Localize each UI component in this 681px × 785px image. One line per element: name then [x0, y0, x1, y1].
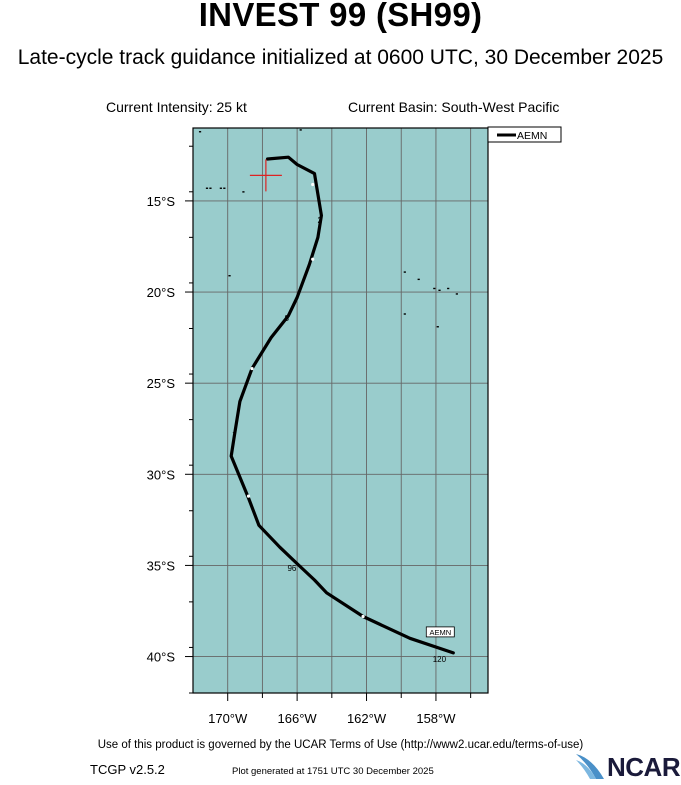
island: [403, 271, 406, 273]
ncar-logo: NCAR: [574, 752, 681, 782]
track-end-label-text: AEMN: [429, 628, 451, 637]
axis-ticks: 15°S 20°S 25°S 30°S 35°S 40°S 170°W 166°W 162°W 1…: [147, 145, 472, 726]
lat-tick-label: 35°S: [147, 558, 176, 573]
grid-lines: [193, 128, 488, 693]
track-line-aemn: [229, 155, 455, 655]
island: [455, 293, 458, 295]
legend-label: AEMN: [517, 130, 547, 142]
track-hour-label: 8: [284, 314, 289, 323]
track-day-marker: [250, 366, 254, 371]
ocean-area: [193, 128, 488, 693]
track-end-label: AEMN: [425, 626, 455, 638]
island: [209, 187, 212, 189]
track-day-marker: [246, 494, 251, 498]
ncar-swoosh-icon: [576, 754, 604, 779]
current-position-marker: [249, 159, 282, 192]
lat-tick-label: 25°S: [147, 376, 176, 391]
lon-tick-label: 166°W: [278, 711, 318, 726]
track-hour-label: 96: [287, 564, 296, 573]
island: [223, 187, 226, 189]
island: [447, 287, 450, 290]
current-intensity: Current Intensity: 25 kt: [106, 99, 247, 115]
track-hour-label: 7: [232, 431, 237, 440]
island: [403, 313, 406, 315]
map-subtitle: Late-cycle track guidance initialized at…: [17, 46, 664, 69]
island: [436, 326, 439, 328]
version-label: TCGP v2.5.2: [90, 762, 165, 777]
track-day-marker: [311, 257, 315, 261]
island: [417, 278, 420, 281]
island: [433, 287, 436, 290]
current-basin: Current Basin: South-West Pacific: [348, 99, 560, 115]
lon-tick-label: 158°W: [416, 711, 456, 726]
island: [205, 187, 209, 189]
track-hour-label: 120: [433, 655, 447, 664]
ncar-logo-text: NCAR: [607, 752, 681, 782]
island: [242, 191, 245, 193]
track-day-marker: [361, 614, 365, 619]
island: [299, 129, 302, 131]
island: [198, 131, 202, 133]
lon-tick-label: 170°W: [208, 711, 248, 726]
track-day-marker: [311, 182, 315, 187]
lat-tick-label: 15°S: [147, 194, 176, 209]
legend: AEMN: [487, 126, 562, 143]
generated-timestamp: Plot generated at 1751 UTC 30 December 2…: [232, 766, 434, 777]
lat-tick-label: 20°S: [147, 285, 176, 300]
track-layer: 2 8 7 96 120 AEMN: [229, 155, 455, 664]
map-frame: [192, 127, 489, 694]
map-title: INVEST 99 (SH99): [198, 0, 483, 33]
lat-tick-label: 30°S: [147, 467, 176, 482]
lat-tick-label: 40°S: [147, 650, 176, 665]
islands: [198, 129, 458, 328]
island: [228, 275, 231, 277]
island: [219, 187, 222, 189]
terms-of-use: Use of this product is governed by the U…: [97, 739, 584, 751]
lon-tick-label: 162°W: [347, 711, 387, 726]
island: [438, 289, 441, 292]
track-hour-label: 2: [317, 216, 322, 225]
